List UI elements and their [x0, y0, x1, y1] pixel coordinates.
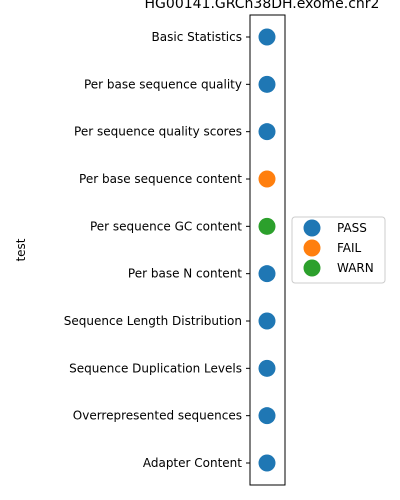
- chart-title: HG00141.GRCh38DH.exome.chr2: [145, 0, 380, 12]
- status-point-warn: [258, 217, 276, 235]
- legend-marker-fail: [303, 239, 321, 257]
- legend-marker-warn: [303, 259, 321, 277]
- legend: PASS FAIL WARN: [291, 216, 386, 284]
- y-axis-label: test: [14, 238, 28, 261]
- plot-frame: [249, 14, 286, 486]
- y-tick-label: Sequence Duplication Levels: [69, 361, 242, 375]
- y-tick-label: Sequence Length Distribution: [64, 314, 242, 328]
- status-point-pass: [258, 123, 276, 141]
- legend-label-pass: PASS: [337, 221, 367, 235]
- status-point-pass: [258, 28, 276, 46]
- y-tick-label: Overrepresented sequences: [73, 409, 242, 423]
- y-tick-label: Basic Statistics: [152, 30, 242, 44]
- legend-label-fail: FAIL: [337, 241, 362, 255]
- legend-label-warn: WARN: [337, 261, 374, 275]
- status-point-pass: [258, 265, 276, 283]
- status-point-pass: [258, 407, 276, 425]
- status-point-pass: [258, 359, 276, 377]
- y-tick-label: Per sequence GC content: [90, 219, 242, 233]
- y-tick-label: Per sequence quality scores: [74, 125, 242, 139]
- status-point-fail: [258, 170, 276, 188]
- status-point-pass: [258, 454, 276, 472]
- y-tick-label: Per base sequence content: [79, 172, 242, 186]
- y-tick-label: Per base sequence quality: [84, 77, 242, 91]
- data-points: [258, 28, 276, 472]
- y-ticks: Basic Statistics Per base sequence qualit…: [64, 30, 250, 470]
- y-tick-label: Per base N content: [128, 267, 242, 281]
- status-point-pass: [258, 312, 276, 330]
- legend-marker-pass: [303, 219, 321, 237]
- status-point-pass: [258, 75, 276, 93]
- y-tick-label: Adapter Content: [143, 456, 242, 470]
